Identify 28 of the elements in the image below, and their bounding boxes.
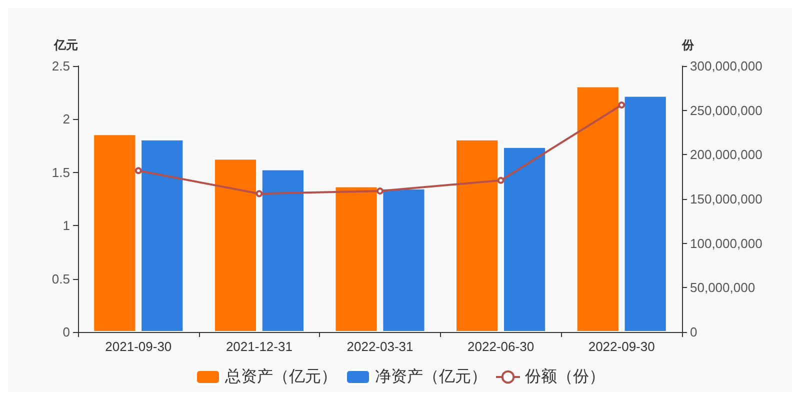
y2-tick-label: 300,000,000 bbox=[690, 58, 762, 74]
y2-axis-title: 份 bbox=[681, 38, 695, 52]
y-tick-label: 2 bbox=[62, 112, 70, 127]
y-axis-title: 亿元 bbox=[53, 38, 78, 52]
y2-tick-label: 0 bbox=[690, 324, 698, 340]
point bbox=[376, 188, 384, 195]
y2-tick-label: 100,000,000 bbox=[690, 236, 762, 251]
x-tick-label: 2021-09-30 bbox=[105, 339, 172, 354]
y2-tick-label: 200,000,000 bbox=[690, 147, 762, 162]
x-tick-label: 2022-03-31 bbox=[346, 339, 414, 354]
y2-tick-label: 250,000,000 bbox=[690, 102, 762, 118]
legend-label: 总资产（亿元） bbox=[224, 368, 337, 386]
y-tick-label: 0.5 bbox=[52, 271, 70, 286]
point bbox=[256, 190, 263, 198]
y-tick-label: 0 bbox=[62, 324, 70, 340]
y-tick-label: 1.5 bbox=[52, 164, 70, 180]
point bbox=[134, 167, 142, 174]
y2-tick-label: 150,000,000 bbox=[690, 192, 762, 206]
y-tick-label: 2.5 bbox=[52, 58, 70, 74]
legend-label: 份额（份） bbox=[525, 368, 605, 386]
point bbox=[618, 102, 626, 109]
y-tick-label: 1 bbox=[62, 218, 70, 234]
legend-label: 净资产（亿元） bbox=[375, 368, 487, 386]
y2-tick-label: 50,000,000 bbox=[690, 280, 756, 296]
x-tick-label: 2022-09-30 bbox=[588, 339, 655, 354]
x-tick-label: 2021-12-31 bbox=[226, 339, 292, 354]
x-tick-label: 2022-06-30 bbox=[468, 339, 534, 354]
point bbox=[497, 176, 504, 184]
